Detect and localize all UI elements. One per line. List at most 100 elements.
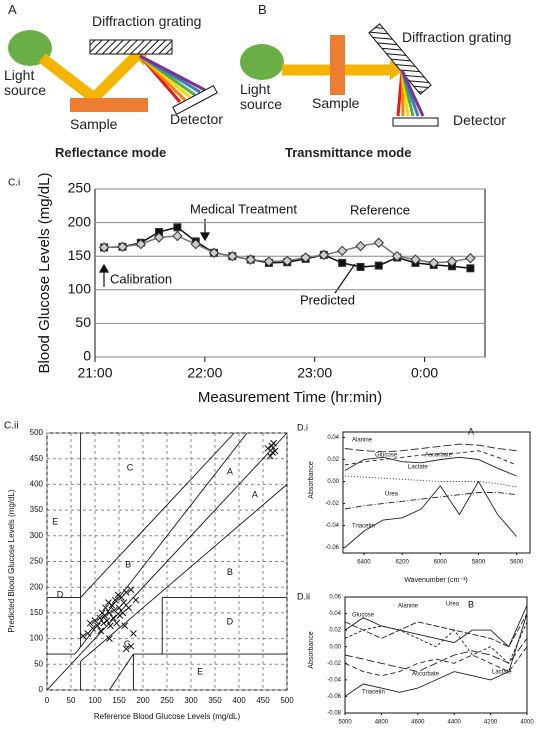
y-tick-label: 400 [30,480,44,489]
x-tick-label: 4000 [520,720,534,726]
x-tick-label: 4600 [411,720,425,726]
series-line [344,605,528,648]
x-tick-label: 250 [160,696,174,705]
plot-frame [342,431,531,554]
x-tick-label: 450 [256,696,270,705]
scatter-point [97,627,105,635]
scatter-point [110,606,118,614]
point-marker [172,230,183,242]
scatter-point [94,622,101,630]
detector-label: Detector [170,111,223,127]
y-tick-label: 300 [30,531,44,540]
point-marker [153,232,165,243]
y-tick-label: 200 [30,582,44,591]
point-marker [263,256,275,267]
mode-label: Transmittance mode [285,145,412,160]
panel-letter: A [468,426,474,436]
y-tick-label: 150 [68,247,92,263]
scatter-point [108,601,116,609]
series-line [344,638,528,673]
zone-label: C [127,462,134,472]
scatter-point [109,614,117,622]
point-marker [336,245,348,257]
sample-label: Sample [70,116,118,132]
scatter-point [91,617,99,624]
series-label: Ascorbate [425,453,453,459]
zone-label: D [227,617,234,627]
series-label: Triacetin [352,524,375,530]
scatter-point [101,612,108,619]
x-tick-label: 200 [136,696,150,705]
x-axis-label: Wavenumber (cm⁻¹) [404,577,467,584]
series-label: Urea [446,602,460,608]
x-tick-label: 0 [45,696,50,705]
y-axis-label: Absorbance [308,631,315,668]
y-tick-label: 450 [30,454,44,463]
zone-label: E [197,666,203,676]
annotation: Calibration [110,271,172,286]
y-tick-label: 0.06 [329,595,341,601]
y-tick-label: 250 [30,557,44,566]
y-tick-label: -0.02 [327,661,341,667]
scatter-point [122,645,130,653]
series-label: Ascorbate [412,672,440,678]
x-tick-label: 50 [67,696,76,705]
x-tick-label: 6000 [434,560,448,566]
y-axis-label: Predicted Blood Glucose Levels (mg/dL) [7,489,16,633]
point-marker [282,255,293,267]
y-axis-label: Blood Glucose Levels (mg/dL) [36,173,53,374]
grating-label: Diffraction grating [92,13,202,29]
y-tick-label: -0.04 [327,677,341,683]
x-tick-label: 23:00 [297,365,332,381]
y-tick-label: -0.06 [325,545,339,551]
x-tick-label: 4200 [484,720,498,726]
scatter-point [127,586,135,594]
series-label: Urea [385,492,399,498]
zone-line [109,653,134,691]
scatter-point [119,609,127,617]
scatter-point [89,624,96,632]
source-label: Light source [240,81,283,112]
scatter-point [121,622,129,630]
series-line [344,480,517,548]
scatter-point [271,447,279,455]
x-axis-label: Measurement Time (hr:min) [198,389,382,406]
y-tick-label: 0.02 [329,628,341,634]
detector-label: Detector [453,112,506,128]
point-marker [410,254,421,265]
panel-letter: B [258,2,267,17]
y-tick-label: 0.00 [329,644,341,650]
series-label: Alanine [352,438,373,444]
point-marker [135,238,147,250]
zone-line [74,432,248,655]
scatter-point [127,642,135,650]
grating-label: Diffraction grating [402,29,512,45]
y-tick-label: -0.08 [327,711,341,717]
point-marker [98,242,110,253]
y-tick-label: 350 [30,505,44,514]
point-marker [300,252,311,263]
x-tick-label: 6400 [357,560,371,566]
scatter-point [114,591,122,599]
point-marker [466,264,475,273]
x-tick-label: 400 [232,696,246,705]
x-tick-label: 6200 [395,560,409,566]
source-label: Light source [4,67,47,98]
point-marker [338,258,347,267]
chart-title: C.ii [4,421,18,432]
point-marker [374,261,383,270]
sample-label: Sample [312,95,360,111]
annotation: Medical Treatment [190,201,297,216]
zone-label: E [52,516,58,526]
y-tick-label: 50 [75,314,91,330]
zone-label: C [124,639,131,649]
scatter-point [132,596,140,604]
y-tick-label: 0.04 [327,435,339,441]
point-marker [245,254,256,265]
zone-label: A [252,490,258,500]
x-tick-label: 4400 [448,720,462,726]
series-line [344,646,528,677]
y-tick-label: 0.02 [327,457,339,463]
scatter-point [130,630,137,637]
zone-line [80,484,288,662]
